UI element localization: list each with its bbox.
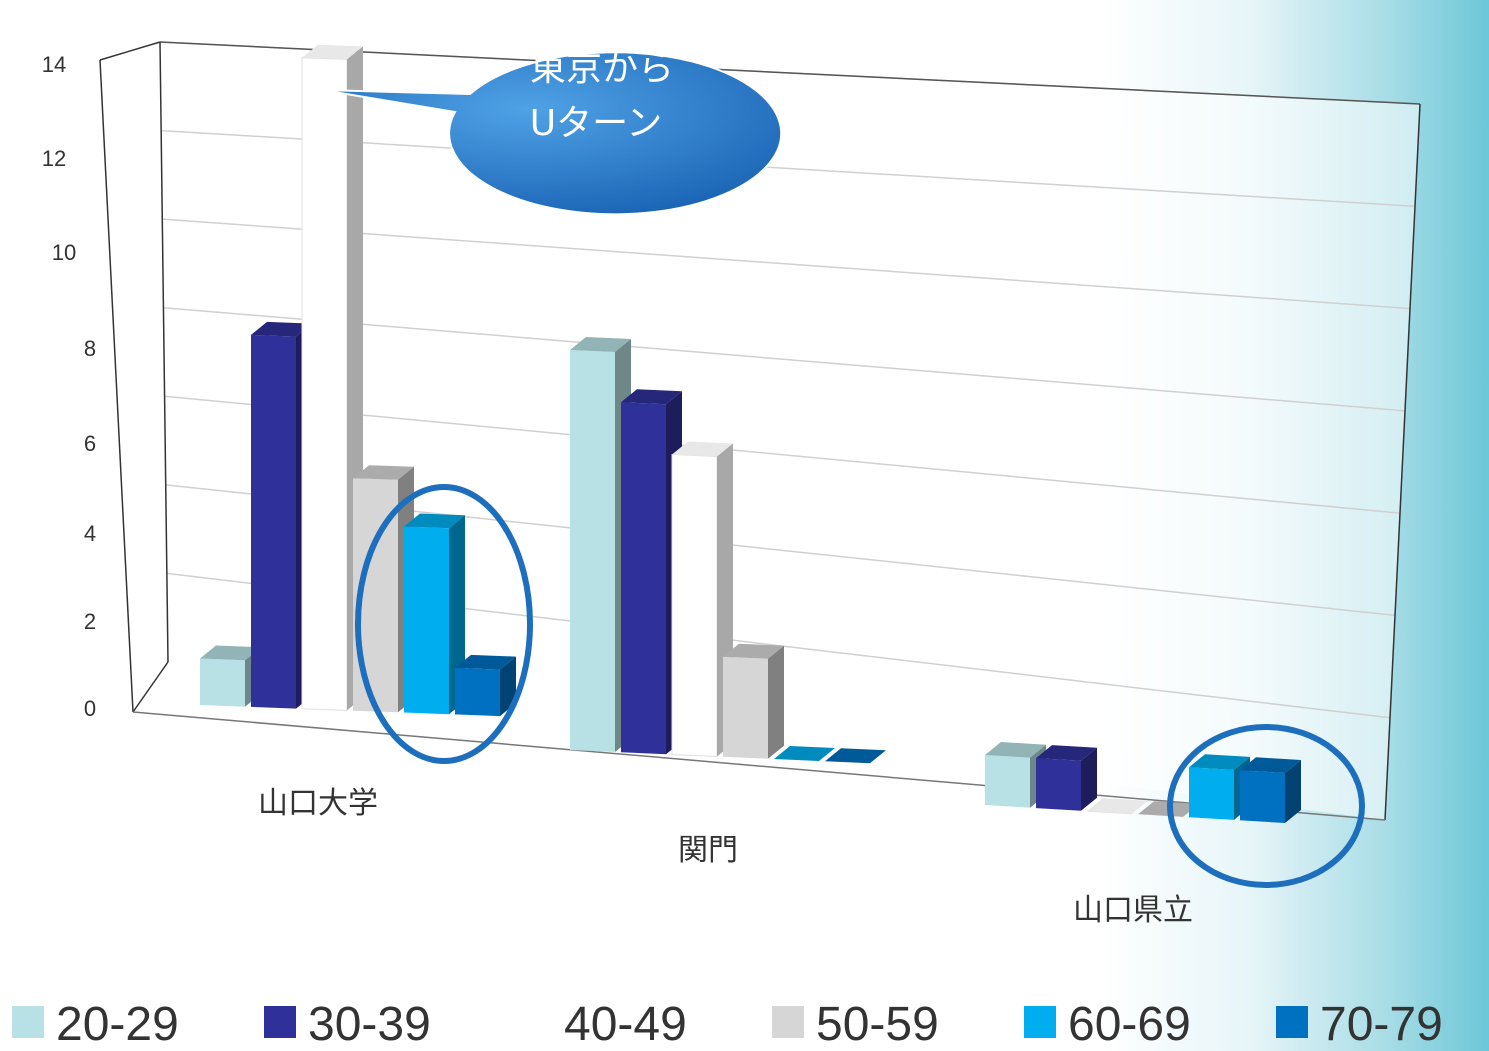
y-tick-label: 14 xyxy=(42,52,66,77)
bar xyxy=(404,513,465,715)
bar-front xyxy=(1240,770,1285,823)
category-label: 関門 xyxy=(678,833,738,868)
bar-top xyxy=(404,513,465,529)
bar-top xyxy=(251,321,312,337)
bar-front xyxy=(404,526,449,715)
bar-front xyxy=(301,57,348,711)
side-bottom-edge xyxy=(132,661,169,713)
bar xyxy=(455,654,516,717)
legend-label: 20-29 xyxy=(56,998,179,1051)
gridline xyxy=(163,306,1406,412)
category-labels: 山口大学 関門 山口県立 xyxy=(258,786,1193,928)
callout-line-2: Uターン xyxy=(530,103,663,144)
bar xyxy=(723,643,784,759)
bar-front xyxy=(671,453,718,758)
category-label: 山口大学 xyxy=(258,786,378,821)
highlight-rings xyxy=(355,484,1365,888)
legend-label: 30-39 xyxy=(308,998,431,1051)
callout-bubble xyxy=(321,51,783,216)
bar-front xyxy=(1036,758,1081,811)
bar-side xyxy=(1285,760,1301,823)
bar-top xyxy=(672,441,733,457)
wall-left-edge xyxy=(159,41,169,663)
y-tick-label: 6 xyxy=(84,431,96,456)
legend-label: 50-59 xyxy=(816,998,939,1051)
bar xyxy=(1240,757,1301,823)
legend-label: 60-69 xyxy=(1068,998,1191,1051)
bar-top xyxy=(621,389,682,405)
gridline xyxy=(164,395,1401,514)
legend-label: 40-49 xyxy=(564,998,687,1051)
bar xyxy=(671,441,733,758)
floor-front-edge xyxy=(132,711,1386,821)
legend-swatch xyxy=(1276,1006,1308,1038)
bar-top xyxy=(1036,745,1097,761)
y-tick-label: 10 xyxy=(52,240,76,265)
plot-frame xyxy=(99,41,1421,821)
bar-front xyxy=(1189,767,1234,820)
bar-top xyxy=(985,742,1046,758)
wall-top-edge xyxy=(159,41,1421,105)
gridline xyxy=(162,218,1411,310)
bar-top xyxy=(570,337,631,352)
bar-top xyxy=(353,465,414,480)
back-wall xyxy=(160,42,1420,820)
bar-side xyxy=(768,645,784,759)
legend-label: 70-79 xyxy=(1320,998,1443,1051)
callout-line-1: 東京から xyxy=(530,48,674,89)
legend-swatch xyxy=(12,1006,44,1038)
legend-swatch xyxy=(1024,1006,1056,1038)
gridline xyxy=(161,129,1416,208)
bar-top xyxy=(200,645,261,661)
bar-front xyxy=(353,478,398,713)
legend: 20-29 30-39 40-49 50-59 60-69 70-79 xyxy=(12,998,1443,1051)
y-tick-label: 0 xyxy=(84,696,96,721)
y-tick-label: 8 xyxy=(84,336,96,361)
bar-front xyxy=(251,334,296,709)
bar-side xyxy=(1081,747,1097,811)
bar xyxy=(1036,745,1097,811)
bar-front xyxy=(455,667,500,717)
bar-top xyxy=(1087,798,1148,814)
side-top-edge xyxy=(99,41,161,61)
bar-front xyxy=(200,658,245,707)
bar xyxy=(774,746,835,761)
bar-front xyxy=(570,350,615,752)
category-label: 山口県立 xyxy=(1073,893,1193,928)
bar-top xyxy=(774,746,835,761)
bar-top xyxy=(302,44,363,60)
y-axis-ticks: 0 2 4 6 8 10 12 14 xyxy=(42,52,96,721)
legend-swatch xyxy=(264,1006,296,1038)
legend-swatch xyxy=(772,1006,804,1038)
bar-front xyxy=(723,656,768,759)
bar-top xyxy=(825,748,886,764)
highlight-ring xyxy=(355,484,533,764)
highlight-ring xyxy=(1167,724,1365,888)
callout: 東京から Uターン xyxy=(321,48,783,216)
y-tick-label: 2 xyxy=(84,609,96,634)
bar-top xyxy=(1240,757,1301,773)
bar-front xyxy=(985,755,1030,808)
bar-top xyxy=(455,654,516,670)
bar-top xyxy=(1189,754,1250,770)
bar xyxy=(301,44,363,711)
wall-right-edge xyxy=(1384,103,1421,821)
legend-swatch xyxy=(520,1006,552,1038)
bars xyxy=(200,44,1301,823)
bar-top xyxy=(723,643,784,659)
y-tick-label: 4 xyxy=(84,521,96,546)
bar xyxy=(1086,798,1148,815)
bar-front xyxy=(621,402,666,755)
bar xyxy=(825,748,886,764)
y-axis-line xyxy=(99,59,134,713)
y-tick-label: 12 xyxy=(42,146,66,171)
